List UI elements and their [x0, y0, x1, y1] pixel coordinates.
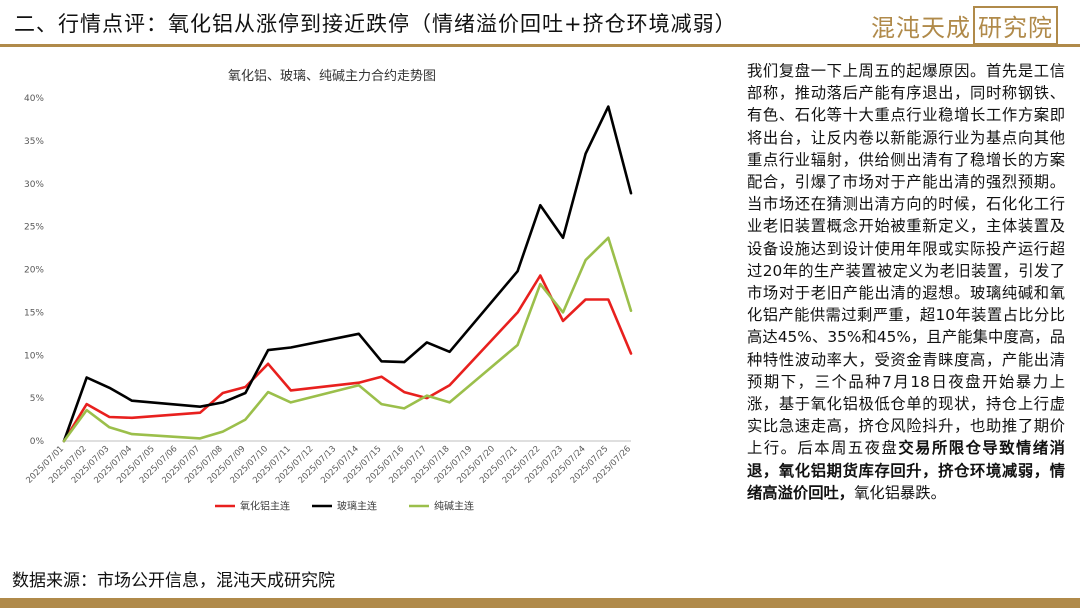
header: 二、行情点评：氧化铝从涨停到接近跌停（情绪溢价回吐+挤仓环境减弱） 混沌天成 研究… [0, 0, 1080, 47]
series-lines [62, 105, 633, 443]
legend-label: 氧化铝主连 [240, 500, 290, 513]
y-tick-label: 35% [24, 137, 44, 147]
commentary-paragraph: 我们复盘一下上周五的起爆原因。首先是工信部称，推动落后产能有序退出，同时称钢铁、… [747, 60, 1065, 504]
trend-chart: 氧化铝、玻璃、纯碱主力合约走势图 0% 5% 10% 15% 20% 25% 30% 35% 4… [0, 52, 740, 562]
y-tick-label: 0% [30, 437, 45, 447]
legend-item: 氧化铝主连 [215, 500, 290, 513]
x-axis-ticks: 2025/07/012025/07/022025/07/032025/07/04… [24, 444, 633, 486]
series-line [62, 105, 633, 443]
page-title: 二、行情点评：氧化铝从涨停到接近跌停（情绪溢价回吐+挤仓环境减弱） [14, 12, 737, 36]
legend-item: 纯碱主连 [409, 500, 474, 513]
logo-text: 混沌天成 [871, 14, 971, 42]
footer-bar [0, 598, 1080, 608]
y-tick-label: 40% [24, 94, 44, 104]
series-line [62, 236, 633, 443]
y-tick-label: 30% [24, 180, 44, 190]
brand-logo: 混沌天成 研究院 [871, 6, 1058, 45]
chart-legend: 氧化铝主连 玻璃主连 纯碱主连 [215, 500, 474, 513]
chart-title: 氧化铝、玻璃、纯碱主力合约走势图 [228, 68, 436, 84]
y-axis-ticks: 0% 5% 10% 15% 20% 25% 30% 35% 40% [24, 94, 44, 447]
commentary-normal-text: 我们复盘一下上周五的起爆原因。首先是工信部称，推动落后产能有序退出，同时称钢铁、… [747, 62, 1065, 458]
logo-boxed-text: 研究院 [973, 6, 1058, 45]
legend-item: 玻璃主连 [312, 500, 377, 513]
y-tick-label: 10% [24, 351, 44, 361]
commentary-bold-text: 交易所限仓导致情绪消退，氧化铝期货库存回升，挤仓环境减弱，情绪高溢价回吐， [747, 439, 1065, 502]
y-tick-label: 5% [30, 394, 45, 404]
legend-label: 纯碱主连 [434, 500, 474, 513]
data-source: 数据来源：市场公开信息，混沌天成研究院 [12, 571, 335, 591]
commentary-tail-text: 氧化铝暴跌。 [854, 483, 946, 502]
series-line [62, 274, 633, 443]
y-tick-label: 20% [24, 266, 44, 276]
legend-label: 玻璃主连 [337, 500, 377, 513]
line-chart-svg: 氧化铝、玻璃、纯碱主力合约走势图 0% 5% 10% 15% 20% 25% 30% 35% 4… [24, 68, 633, 513]
y-tick-label: 15% [24, 308, 44, 318]
y-tick-label: 25% [24, 223, 44, 233]
header-divider [0, 44, 1080, 47]
